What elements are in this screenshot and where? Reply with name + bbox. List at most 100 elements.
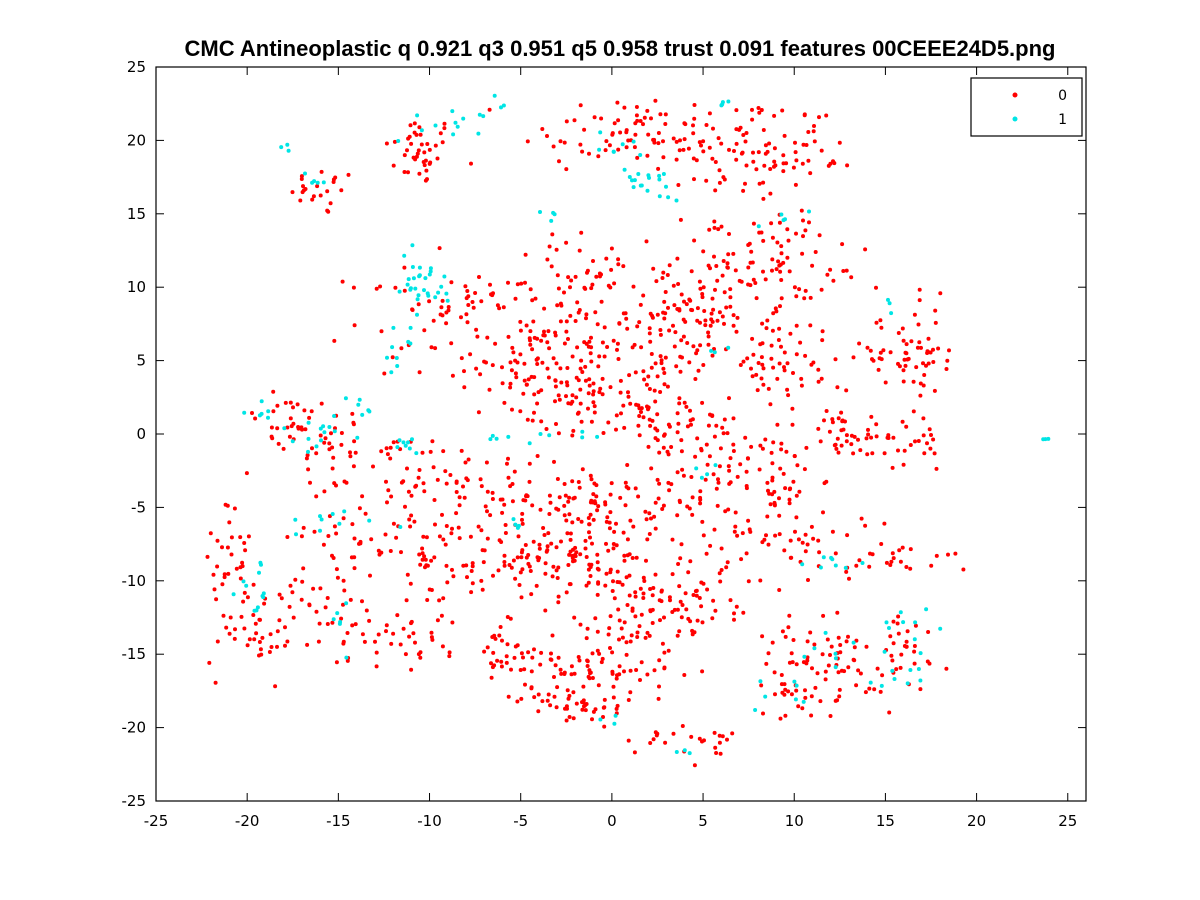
point-series-1 bbox=[419, 128, 424, 133]
legend: 01 bbox=[970, 77, 1083, 137]
point-series-0 bbox=[710, 414, 715, 418]
point-series-0 bbox=[709, 311, 714, 316]
point-series-0 bbox=[836, 450, 841, 455]
point-series-0 bbox=[402, 153, 407, 158]
point-series-0 bbox=[544, 427, 549, 431]
point-series-0 bbox=[671, 323, 675, 328]
point-series-0 bbox=[667, 263, 672, 268]
point-series-0 bbox=[770, 461, 775, 466]
point-series-0 bbox=[723, 509, 728, 514]
point-series-1 bbox=[343, 396, 348, 401]
point-series-0 bbox=[795, 463, 800, 468]
point-series-0 bbox=[573, 319, 578, 323]
point-series-0 bbox=[809, 694, 814, 699]
point-series-0 bbox=[535, 454, 540, 458]
point-series-0 bbox=[809, 524, 814, 529]
point-series-0 bbox=[515, 643, 520, 648]
point-series-0 bbox=[485, 536, 490, 541]
point-series-0 bbox=[567, 512, 572, 517]
point-series-0 bbox=[615, 341, 620, 346]
point-series-0 bbox=[929, 433, 933, 437]
point-series-0 bbox=[751, 221, 756, 226]
point-series-0 bbox=[832, 161, 837, 166]
point-series-0 bbox=[528, 569, 533, 573]
point-series-1 bbox=[860, 561, 865, 565]
point-series-0 bbox=[790, 422, 795, 427]
point-series-0 bbox=[661, 139, 665, 144]
point-series-0 bbox=[345, 631, 350, 635]
point-series-1 bbox=[823, 630, 828, 635]
point-series-0 bbox=[739, 557, 744, 562]
point-series-0 bbox=[864, 644, 869, 649]
point-series-0 bbox=[925, 659, 930, 664]
point-series-1 bbox=[242, 410, 247, 415]
point-series-0 bbox=[570, 399, 575, 404]
point-series-1 bbox=[499, 105, 503, 110]
point-series-0 bbox=[504, 654, 509, 659]
point-series-0 bbox=[911, 409, 916, 414]
point-series-0 bbox=[245, 595, 250, 600]
point-series-0 bbox=[335, 575, 340, 580]
point-series-1 bbox=[1046, 436, 1051, 441]
point-series-0 bbox=[304, 456, 309, 461]
point-series-0 bbox=[778, 716, 783, 721]
point-series-1 bbox=[538, 432, 543, 436]
point-series-0 bbox=[621, 530, 626, 535]
point-series-0 bbox=[751, 352, 756, 357]
point-series-0 bbox=[440, 512, 444, 517]
point-series-0 bbox=[725, 265, 730, 270]
point-series-0 bbox=[840, 242, 845, 247]
point-series-0 bbox=[632, 750, 637, 755]
point-series-1 bbox=[513, 522, 518, 527]
point-series-0 bbox=[725, 560, 730, 565]
point-series-0 bbox=[689, 269, 694, 274]
point-series-0 bbox=[651, 137, 656, 142]
point-series-0 bbox=[796, 537, 801, 542]
point-series-0 bbox=[577, 485, 582, 490]
point-series-0 bbox=[851, 451, 856, 456]
point-series-0 bbox=[680, 724, 685, 728]
point-series-1 bbox=[884, 620, 889, 625]
point-series-0 bbox=[626, 390, 630, 395]
point-series-0 bbox=[329, 431, 333, 436]
point-series-0 bbox=[727, 481, 732, 486]
point-series-0 bbox=[779, 251, 784, 256]
point-series-0 bbox=[697, 279, 702, 284]
point-series-0 bbox=[857, 341, 862, 346]
point-series-0 bbox=[624, 575, 629, 580]
point-series-0 bbox=[622, 105, 627, 110]
point-series-0 bbox=[589, 477, 594, 482]
point-series-0 bbox=[450, 373, 455, 378]
point-series-1 bbox=[422, 288, 426, 293]
point-series-0 bbox=[872, 687, 877, 692]
point-series-0 bbox=[681, 473, 686, 478]
point-series-0 bbox=[608, 567, 613, 572]
point-series-0 bbox=[551, 356, 556, 361]
point-series-0 bbox=[311, 194, 316, 199]
point-series-1 bbox=[631, 185, 636, 190]
point-series-0 bbox=[491, 573, 495, 578]
point-series-0 bbox=[769, 221, 774, 226]
point-series-0 bbox=[301, 566, 306, 571]
point-series-0 bbox=[696, 368, 701, 373]
point-series-0 bbox=[662, 433, 666, 438]
point-series-0 bbox=[277, 592, 282, 597]
point-series-0 bbox=[902, 644, 907, 648]
point-series-0 bbox=[499, 659, 504, 664]
point-series-1 bbox=[428, 266, 433, 271]
point-series-0 bbox=[327, 441, 332, 446]
point-series-0 bbox=[606, 283, 611, 288]
point-series-1 bbox=[416, 293, 421, 298]
point-series-0 bbox=[711, 598, 716, 603]
point-series-0 bbox=[749, 366, 753, 371]
point-series-0 bbox=[259, 652, 264, 657]
point-series-0 bbox=[523, 543, 528, 547]
point-series-0 bbox=[809, 713, 814, 718]
point-series-1 bbox=[490, 433, 495, 438]
point-series-0 bbox=[534, 583, 539, 588]
point-series-0 bbox=[750, 336, 755, 341]
point-series-1 bbox=[918, 651, 923, 656]
point-series-0 bbox=[658, 354, 663, 359]
point-series-0 bbox=[717, 733, 722, 738]
point-series-0 bbox=[932, 451, 937, 456]
